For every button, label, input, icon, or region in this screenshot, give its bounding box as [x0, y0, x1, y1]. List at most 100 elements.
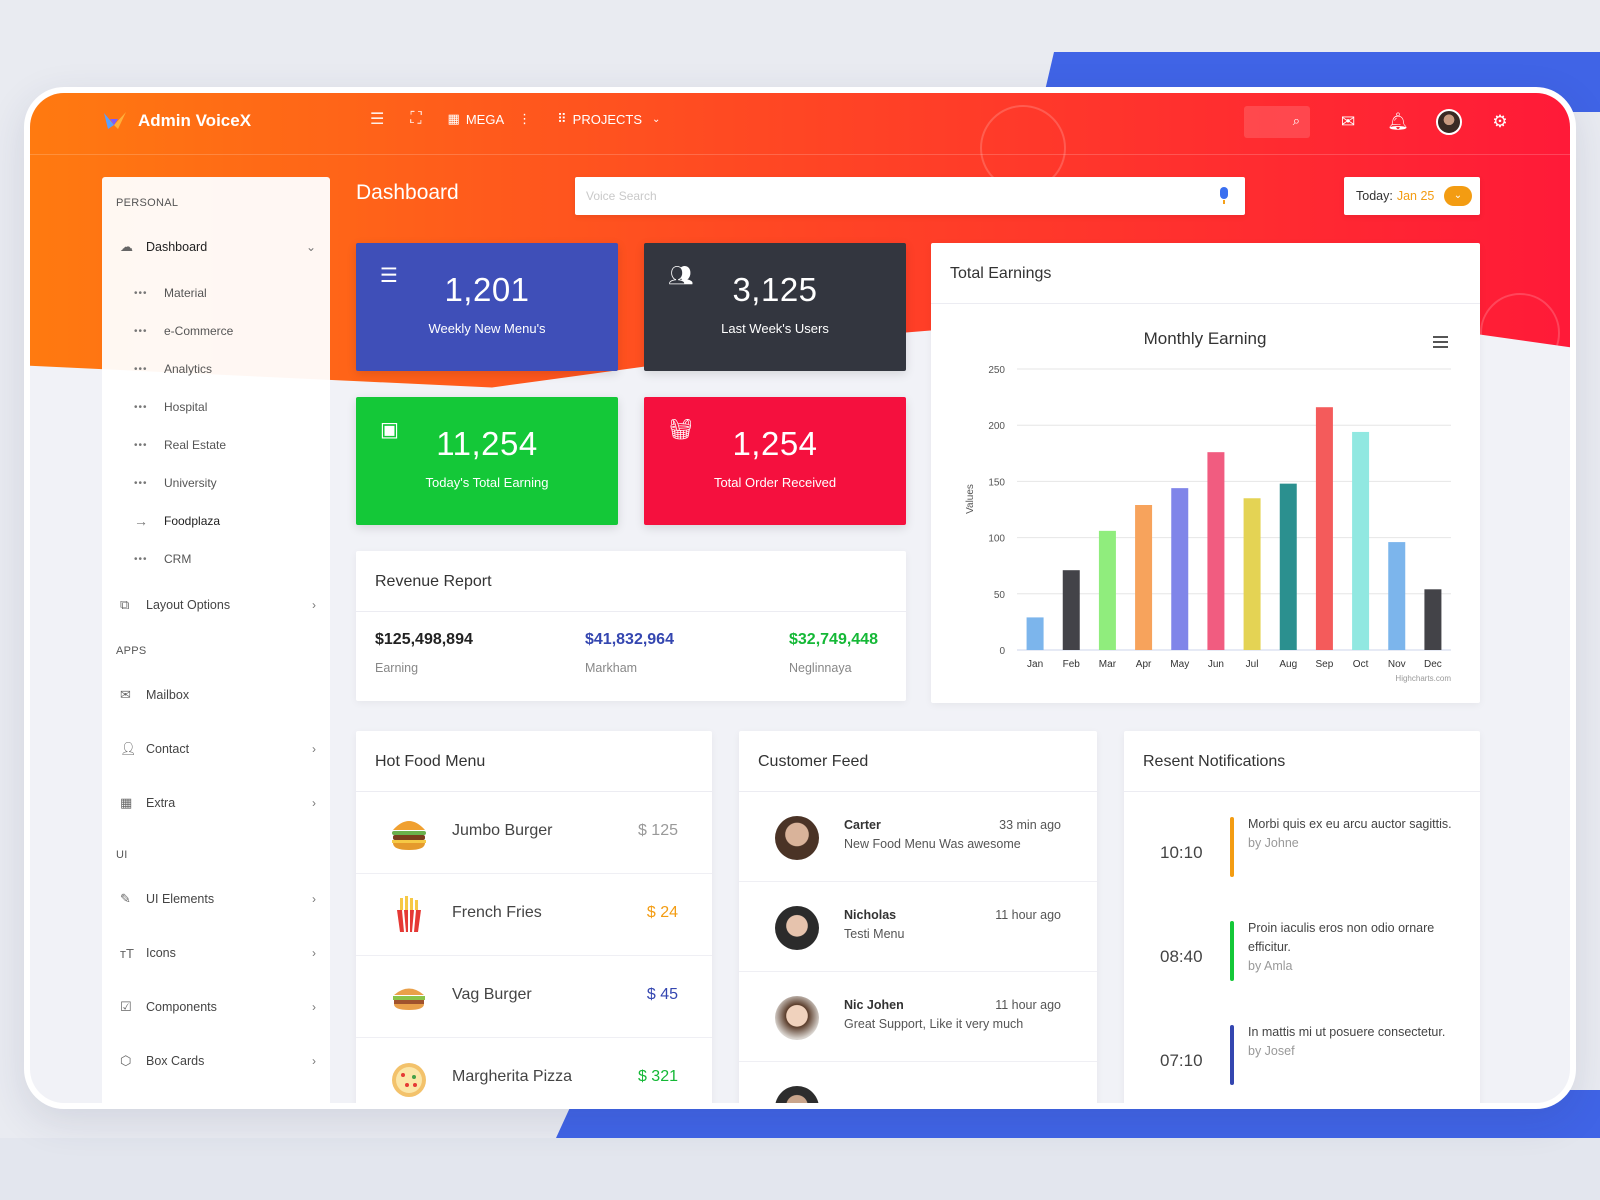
sidebar-item-dashboard[interactable]: ☁ Dashboard ⌄: [120, 235, 316, 259]
sidebar-item-label: Box Cards: [146, 1054, 205, 1068]
sidebar-sub-analytics[interactable]: ••• Analytics: [134, 359, 212, 379]
sidebar-item-contact[interactable]: 👤︎ Contact ›: [120, 737, 316, 761]
app-name: Admin VoiceX: [138, 111, 252, 130]
chart-menu-icon[interactable]: [1433, 336, 1448, 348]
voice-search-placeholder: Voice Search: [586, 189, 657, 203]
sidebar-item-label: Contact: [146, 742, 190, 756]
feed-item[interactable]: [739, 1062, 1097, 1103]
bar-nov[interactable]: [1388, 542, 1406, 650]
sidebar-sub-crm[interactable]: ••• CRM: [134, 549, 191, 569]
bar-may[interactable]: [1171, 488, 1189, 650]
bell-icon[interactable]: 🔔︎: [1387, 112, 1409, 131]
x-tick-label: Aug: [1279, 659, 1297, 670]
bar-sep[interactable]: [1315, 407, 1333, 650]
bar-dec[interactable]: [1424, 589, 1442, 650]
stat-card-weekly-menus[interactable]: ☰ 1,201 Weekly New Menu's: [356, 243, 618, 371]
y-tick-label: 250: [988, 365, 1005, 376]
sidebar-item-ui-elements[interactable]: ✎ UI Elements ›: [120, 887, 316, 911]
top-search-button[interactable]: ⌕: [1244, 106, 1310, 138]
sidebar-item-box-cards[interactable]: ⬡ Box Cards ›: [120, 1049, 316, 1073]
feed-item[interactable]: Carter 33 min ago New Food Menu Was awes…: [739, 792, 1097, 882]
voice-search-input[interactable]: Voice Search: [575, 177, 1245, 215]
stat-value: 11,254: [436, 425, 538, 462]
feed-item[interactable]: Nicholas 11 hour ago Testi Menu: [739, 882, 1097, 972]
sidebar-sub-label: Analytics: [164, 362, 213, 376]
sidebar-sub-label: Real Estate: [164, 438, 227, 452]
sidebar-sub-foodplaza[interactable]: → Foodplaza: [134, 511, 220, 531]
feed-item[interactable]: Nic Johen 11 hour ago Great Support, Lik…: [739, 972, 1097, 1062]
chart-credit[interactable]: Highcharts.com: [1395, 674, 1451, 683]
chevron-right-icon: ›: [312, 1000, 316, 1014]
food-price: $ 45: [646, 986, 678, 1003]
food-item[interactable]: French Fries $ 24: [356, 874, 712, 956]
x-tick-label: Oct: [1353, 659, 1369, 670]
user-avatar[interactable]: [1436, 109, 1462, 135]
decorative-circle: [1480, 293, 1560, 373]
sidebar-sub-hospital[interactable]: ••• Hospital: [134, 397, 207, 417]
bar-jun[interactable]: [1207, 452, 1225, 650]
food-name: Vag Burger: [452, 986, 532, 1003]
gear-icon[interactable]: ⚙: [1492, 112, 1508, 131]
today-label: Today:: [1356, 189, 1393, 203]
mega-menu-button[interactable]: ▦ MEGA ⋮: [448, 111, 532, 127]
food-item[interactable]: Vag Burger $ 45: [356, 956, 712, 1038]
fullscreen-icon[interactable]: ⛶: [410, 110, 422, 127]
microphone-icon[interactable]: [1219, 187, 1229, 204]
stat-label: Weekly New Menu's: [428, 321, 546, 336]
sidebar-section-ui: UI: [116, 849, 128, 861]
x-tick-label: Jul: [1246, 659, 1259, 670]
notification-item[interactable]: 10:10 Morbi quis ex eu arcu auctor sagit…: [1124, 813, 1480, 913]
dots-icon: •••: [134, 439, 148, 451]
sidebar-item-icons[interactable]: ᴛT Icons ›: [120, 941, 316, 965]
sidebar-item-label: Mailbox: [146, 688, 190, 702]
revenue-label: Neglinnaya: [789, 661, 852, 675]
dots-icon: •••: [134, 477, 148, 489]
checkbox-icon: ☑: [120, 999, 132, 1014]
sidebar-sub-ecommerce[interactable]: ••• e-Commerce: [134, 321, 233, 341]
food-price: $ 125: [637, 822, 678, 839]
mail-icon[interactable]: ✉: [1340, 112, 1356, 131]
stat-card-weekly-users[interactable]: 👥︎ 3,125 Last Week's Users: [644, 243, 906, 371]
chevron-right-icon: ›: [312, 892, 316, 906]
app-logo[interactable]: Admin VoiceX: [102, 111, 251, 131]
food-price: $ 321: [637, 1068, 678, 1085]
x-tick-label: Sep: [1316, 659, 1334, 670]
bar-aug[interactable]: [1279, 483, 1297, 650]
revenue-earning: $125,498,894 Earning: [375, 631, 473, 675]
monthly-earning-chart: Monthly Earning Values 0 50 100 150 200 250 J…: [965, 329, 1451, 683]
divider: [1124, 791, 1480, 792]
sidebar-item-mailbox[interactable]: ✉ Mailbox: [120, 683, 316, 707]
bar-oct[interactable]: [1352, 431, 1370, 650]
bar-jul[interactable]: [1243, 498, 1261, 650]
today-date-picker[interactable]: Today: Jan 25 ⌄: [1344, 177, 1480, 215]
projects-menu-button[interactable]: ⠿ PROJECTS ⌄: [557, 111, 660, 127]
arrow-right-icon: →: [134, 513, 149, 529]
food-item[interactable]: Jumbo Burger $ 125: [356, 792, 712, 874]
notification-accent: [1230, 921, 1234, 981]
pizza-icon: [392, 1063, 426, 1097]
bar-apr[interactable]: [1135, 505, 1153, 650]
sidebar-item-layout-options[interactable]: ⧉ Layout Options ›: [120, 593, 316, 617]
revenue-label: Markham: [585, 661, 638, 675]
hamburger-icon[interactable]: ☰: [370, 111, 385, 128]
sidebar-item-label: UI Elements: [146, 892, 215, 906]
bar-jan[interactable]: [1026, 617, 1044, 650]
bar-feb[interactable]: [1062, 570, 1080, 650]
sidebar-sub-university[interactable]: ••• University: [134, 473, 217, 493]
sidebar-sub-material[interactable]: ••• Material: [134, 283, 207, 303]
grid-icon: ▦: [120, 795, 133, 810]
chevron-down-icon[interactable]: ⌄: [1444, 186, 1472, 206]
stat-card-total-earning[interactable]: ▣ 11,254 Today's Total Earning: [356, 397, 618, 525]
sidebar-item-extra[interactable]: ▦ Extra ›: [120, 791, 316, 815]
food-item[interactable]: Margherita Pizza $ 321: [356, 1038, 712, 1103]
bar-mar[interactable]: [1098, 530, 1116, 650]
sidebar-sub-real-estate[interactable]: ••• Real Estate: [134, 435, 226, 455]
notification-item[interactable]: 08:40 Proin iaculis eros non odio ornare…: [1124, 917, 1480, 1017]
notification-accent: [1230, 1025, 1234, 1085]
sidebar-item-components[interactable]: ☑ Components ›: [120, 995, 316, 1019]
stat-card-orders[interactable]: 🧺︎ 1,254 Total Order Received: [644, 397, 906, 525]
stat-label: Last Week's Users: [721, 321, 829, 336]
chevron-right-icon: ›: [312, 598, 316, 612]
kebab-icon: ⋮: [518, 111, 532, 126]
notification-item[interactable]: 07:10 In mattis mi ut posuere consectetu…: [1124, 1021, 1480, 1103]
